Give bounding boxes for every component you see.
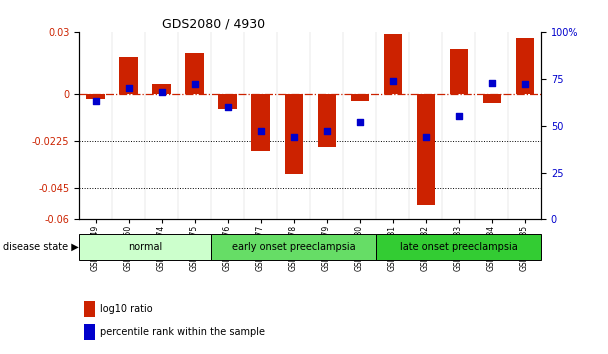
Point: [520, 81, 530, 87]
Bar: [449, 48, 468, 95]
Bar: [384, 34, 402, 95]
Point: [123, 85, 133, 91]
Bar: [285, 95, 303, 173]
Text: GDS2080 / 4930: GDS2080 / 4930: [162, 18, 265, 31]
Text: normal: normal: [128, 242, 162, 252]
Bar: [252, 95, 269, 151]
Text: disease state ▶: disease state ▶: [3, 242, 79, 252]
Bar: [483, 95, 500, 103]
Bar: [317, 95, 336, 147]
Bar: [119, 57, 137, 95]
Bar: [79, 234, 211, 260]
Bar: [516, 38, 534, 95]
Text: early onset preeclampsia: early onset preeclampsia: [232, 242, 356, 252]
Point: [388, 78, 398, 84]
Point: [256, 129, 266, 134]
Point: [487, 80, 497, 85]
Bar: [416, 95, 435, 205]
Point: [289, 134, 299, 140]
Text: percentile rank within the sample: percentile rank within the sample: [100, 327, 265, 337]
Bar: [84, 301, 95, 317]
Bar: [185, 53, 204, 95]
Bar: [350, 95, 368, 101]
Text: late onset preeclampsia: late onset preeclampsia: [399, 242, 517, 252]
Bar: [86, 95, 105, 98]
Bar: [153, 84, 171, 95]
Point: [190, 81, 199, 87]
Bar: [211, 234, 376, 260]
Bar: [218, 95, 237, 109]
Bar: [84, 324, 95, 340]
Point: [157, 89, 167, 95]
Point: [322, 129, 331, 134]
Point: [454, 113, 463, 119]
Point: [421, 134, 430, 140]
Point: [354, 119, 364, 125]
Point: [223, 104, 232, 110]
Point: [91, 98, 100, 104]
Bar: [376, 234, 541, 260]
Text: log10 ratio: log10 ratio: [100, 304, 153, 314]
